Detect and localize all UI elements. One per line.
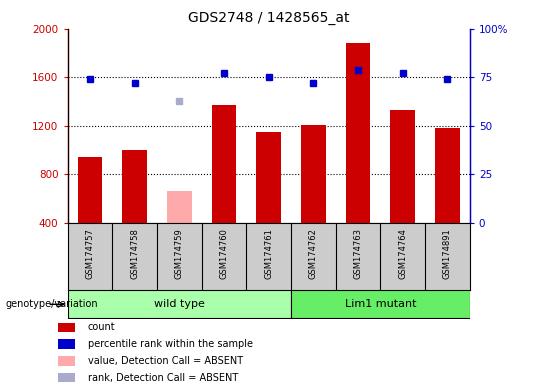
Bar: [58, 373, 75, 382]
Bar: [58, 323, 75, 332]
Text: GSM174763: GSM174763: [354, 228, 362, 279]
Text: percentile rank within the sample: percentile rank within the sample: [87, 339, 253, 349]
Text: Lim1 mutant: Lim1 mutant: [345, 299, 416, 310]
Text: GSM174757: GSM174757: [85, 228, 94, 279]
Bar: [122, 150, 147, 223]
Bar: [390, 110, 415, 223]
Text: genotype/variation: genotype/variation: [5, 299, 98, 310]
Title: GDS2748 / 1428565_at: GDS2748 / 1428565_at: [188, 11, 349, 25]
Text: GSM174758: GSM174758: [130, 228, 139, 279]
Text: wild type: wild type: [154, 299, 205, 310]
Bar: [346, 43, 370, 223]
Bar: [212, 105, 236, 223]
Bar: [167, 191, 192, 223]
Text: value, Detection Call = ABSENT: value, Detection Call = ABSENT: [87, 356, 243, 366]
Bar: [291, 291, 470, 318]
Text: count: count: [87, 322, 116, 332]
Text: GSM174762: GSM174762: [309, 228, 318, 279]
Text: GSM174760: GSM174760: [219, 228, 228, 279]
Text: GSM174891: GSM174891: [443, 228, 452, 279]
Bar: [58, 339, 75, 349]
Text: GSM174761: GSM174761: [264, 228, 273, 279]
Bar: [68, 291, 291, 318]
Text: GSM174759: GSM174759: [175, 228, 184, 279]
Bar: [256, 132, 281, 223]
Bar: [435, 128, 460, 223]
Bar: [301, 124, 326, 223]
Bar: [78, 157, 102, 223]
Text: rank, Detection Call = ABSENT: rank, Detection Call = ABSENT: [87, 373, 238, 383]
Bar: [58, 356, 75, 366]
Text: GSM174764: GSM174764: [399, 228, 407, 279]
